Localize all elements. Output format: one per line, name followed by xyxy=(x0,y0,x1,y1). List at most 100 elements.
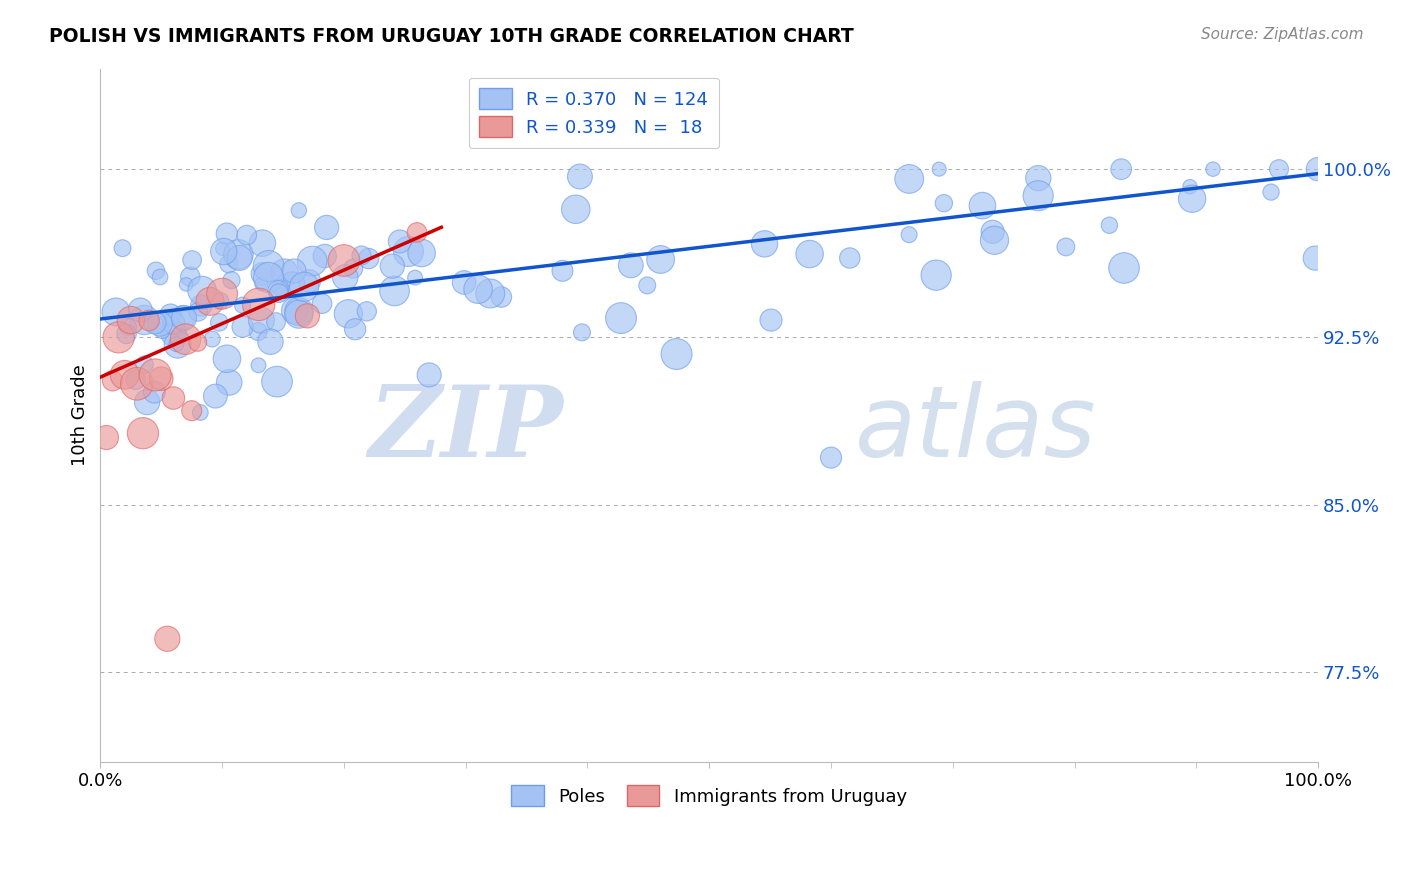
Point xyxy=(181,253,204,268)
Point xyxy=(396,244,419,259)
Point xyxy=(759,313,782,327)
Point xyxy=(187,305,209,319)
Point xyxy=(1026,171,1049,186)
Point xyxy=(298,274,321,288)
Point xyxy=(620,258,643,272)
Point xyxy=(134,358,156,372)
Point xyxy=(1202,162,1225,177)
Point xyxy=(266,375,288,389)
Point xyxy=(344,322,367,336)
Point xyxy=(125,376,148,391)
Point xyxy=(981,225,1004,239)
Point xyxy=(143,385,166,400)
Point xyxy=(1303,251,1326,265)
Point xyxy=(333,253,356,268)
Point xyxy=(288,307,311,321)
Point xyxy=(467,282,489,296)
Point xyxy=(159,308,181,322)
Point xyxy=(257,259,280,273)
Point xyxy=(1268,162,1291,177)
Point xyxy=(264,315,287,329)
Point xyxy=(636,278,658,293)
Point xyxy=(983,233,1005,247)
Point xyxy=(571,326,593,340)
Point xyxy=(267,284,290,298)
Point xyxy=(204,389,226,403)
Point xyxy=(211,242,233,256)
Point xyxy=(292,280,315,294)
Point xyxy=(838,251,860,265)
Point xyxy=(187,335,209,350)
Point xyxy=(1098,218,1121,232)
Point xyxy=(820,450,842,465)
Point xyxy=(166,337,188,351)
Point xyxy=(138,313,160,327)
Point xyxy=(337,307,360,321)
Point xyxy=(384,284,406,298)
Point xyxy=(925,268,948,283)
Point xyxy=(211,286,233,301)
Point xyxy=(228,247,250,261)
Point xyxy=(190,298,212,312)
Point xyxy=(932,196,955,211)
Point xyxy=(163,316,186,330)
Point xyxy=(174,332,197,346)
Point xyxy=(235,228,257,243)
Point xyxy=(149,270,172,285)
Point xyxy=(1260,185,1282,199)
Point xyxy=(283,264,305,278)
Point xyxy=(252,267,274,281)
Point xyxy=(247,325,270,339)
Point xyxy=(411,246,433,260)
Point xyxy=(491,290,513,304)
Point xyxy=(191,284,214,298)
Point xyxy=(898,227,921,242)
Point xyxy=(350,248,373,262)
Point xyxy=(252,236,274,251)
Point xyxy=(928,162,950,177)
Point xyxy=(1181,192,1204,206)
Point xyxy=(232,319,254,334)
Point xyxy=(1026,188,1049,202)
Point xyxy=(1178,179,1201,194)
Point xyxy=(342,261,364,276)
Point xyxy=(288,304,311,318)
Point xyxy=(162,391,184,405)
Legend: Poles, Immigrants from Uruguay: Poles, Immigrants from Uruguay xyxy=(502,776,917,815)
Point xyxy=(357,252,380,266)
Point xyxy=(143,316,166,330)
Point xyxy=(150,372,173,386)
Point xyxy=(356,304,378,318)
Point xyxy=(228,251,250,265)
Point xyxy=(208,315,231,329)
Text: Source: ZipAtlas.com: Source: ZipAtlas.com xyxy=(1201,27,1364,42)
Point xyxy=(104,305,127,319)
Point xyxy=(284,303,307,318)
Point xyxy=(1054,240,1077,254)
Point xyxy=(388,235,411,249)
Point xyxy=(170,330,193,344)
Point xyxy=(1306,162,1329,177)
Point xyxy=(250,313,273,327)
Point xyxy=(288,203,311,218)
Point xyxy=(247,359,270,373)
Point xyxy=(259,334,281,349)
Point xyxy=(250,277,273,291)
Point xyxy=(418,368,440,382)
Point xyxy=(96,430,118,444)
Point xyxy=(297,309,319,323)
Point xyxy=(551,264,574,278)
Point xyxy=(180,403,202,417)
Point xyxy=(650,252,672,267)
Point xyxy=(143,368,166,382)
Point xyxy=(273,266,295,280)
Point xyxy=(188,405,211,419)
Point xyxy=(114,368,136,382)
Point xyxy=(174,277,197,292)
Point xyxy=(754,236,776,251)
Point xyxy=(156,632,179,646)
Point xyxy=(453,276,475,290)
Point xyxy=(221,273,243,287)
Point xyxy=(129,302,152,317)
Point xyxy=(111,241,134,255)
